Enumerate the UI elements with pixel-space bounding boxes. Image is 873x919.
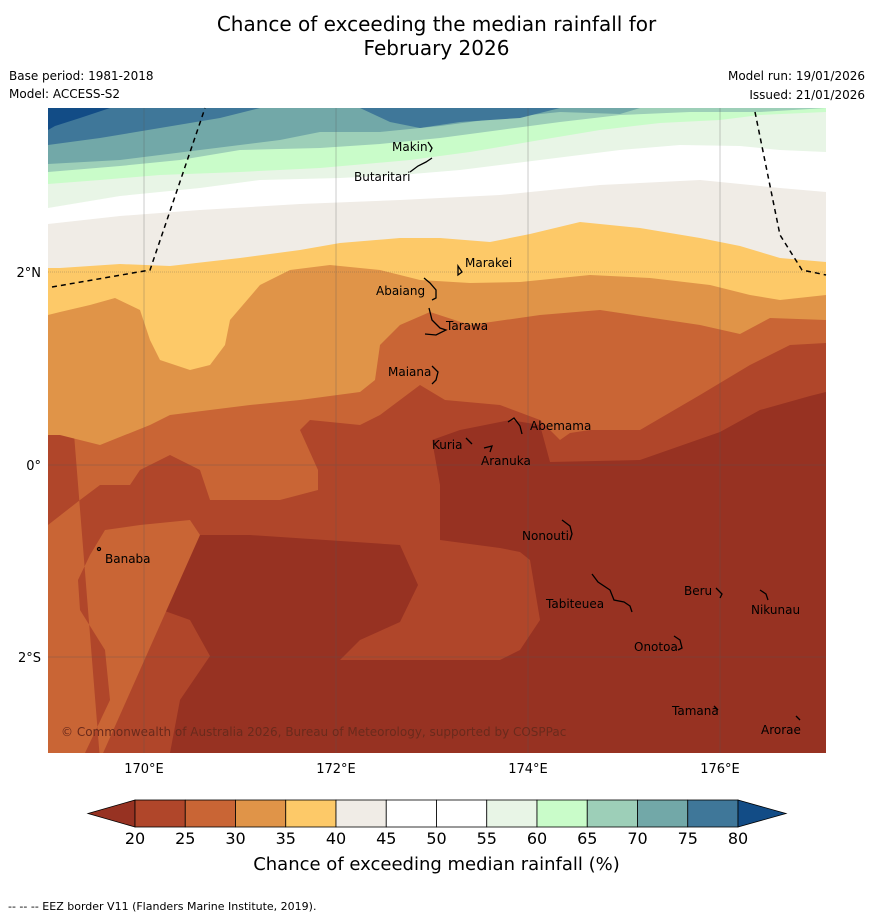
- lon-label-172: 172°E: [316, 762, 356, 777]
- colorbar-segment: [637, 799, 689, 828]
- colorbar-tick-label: 45: [376, 829, 397, 848]
- chart-title: Chance of exceeding the median rainfall …: [0, 12, 873, 60]
- lon-label-176: 176°E: [700, 762, 740, 777]
- colorbar-tick-label: 30: [225, 829, 246, 848]
- band-above-80: [48, 108, 110, 130]
- colorbar-segment: [687, 799, 739, 828]
- label-kuria: Kuria: [432, 438, 463, 452]
- colorbar-tick-label: 50: [426, 829, 447, 848]
- lon-label-170: 170°E: [124, 762, 164, 777]
- rainfall-contours: [48, 108, 826, 753]
- label-butaritari: Butaritari: [354, 170, 411, 184]
- colorbar-tick-label: 60: [526, 829, 548, 848]
- label-onotoa: Onotoa: [634, 640, 678, 654]
- title-line-2: February 2026: [363, 36, 510, 60]
- label-nonouti: Nonouti: [522, 529, 569, 543]
- colorbar-tick-label: 55: [476, 829, 497, 848]
- band-75-80: [48, 108, 560, 145]
- label-makin: Makin: [392, 140, 428, 154]
- model-name: Model: ACCESS-S2: [9, 87, 121, 101]
- colorbar-segment: [235, 799, 287, 828]
- label-tamana: Tamana: [671, 704, 719, 718]
- colorbar-segment: [335, 799, 387, 828]
- lat-label-2n: 2°N: [17, 266, 42, 281]
- issued-date: Issued: 21/01/2026: [749, 88, 865, 102]
- label-arorae: Arorae: [761, 723, 801, 737]
- label-tabiteuea: Tabiteuea: [545, 597, 604, 611]
- colorbar-tick-label: 40: [325, 829, 347, 848]
- colorbar-title: Chance of exceeding median rainfall (%): [253, 854, 620, 875]
- colorbar-segment: [536, 799, 588, 828]
- colorbar-tick-label: 20: [124, 829, 146, 848]
- eez-border: [51, 107, 827, 288]
- label-marakei: Marakei: [465, 256, 512, 270]
- label-maiana: Maiana: [388, 365, 431, 379]
- colorbar-tick-label: 75: [677, 829, 698, 848]
- lat-label-0: 0°: [26, 459, 41, 474]
- lat-label-2s: 2°S: [18, 651, 41, 666]
- colorbar-segment: [436, 799, 488, 828]
- base-period: Base period: 1981-2018: [9, 69, 154, 83]
- colorbar-segment: [285, 799, 337, 828]
- island-labels: Makin Butaritari Marakei Abaiang Tarawa …: [105, 140, 801, 737]
- colorbar-segment: [385, 799, 437, 828]
- label-aranuka: Aranuka: [481, 454, 531, 468]
- lon-label-174: 174°E: [508, 762, 548, 777]
- label-banaba: Banaba: [105, 552, 151, 566]
- model-run: Model run: 19/01/2026: [727, 69, 865, 83]
- label-nikunau: Nikunau: [751, 603, 800, 617]
- colorbar-segment: [134, 799, 186, 828]
- copyright-notice: © Commonwealth of Australia 2026, Bureau…: [61, 725, 566, 739]
- colorbar-tick-label: 35: [275, 829, 296, 848]
- colorbar-tick-label: 25: [175, 829, 196, 848]
- title-line-1: Chance of exceeding the median rainfall …: [216, 12, 657, 36]
- colorbar-tick-label: 80: [727, 829, 749, 848]
- label-abaiang: Abaiang: [376, 284, 425, 298]
- label-abemama: Abemama: [530, 419, 591, 433]
- colorbar-tick-label: 65: [577, 829, 598, 848]
- colorbar-tick-label: 70: [627, 829, 648, 848]
- axis-labels: 170°E 172°E 174°E 176°E 2°N 0° 2°S: [17, 266, 740, 777]
- colorbar-segment: [586, 799, 638, 828]
- gridlines: [48, 108, 826, 753]
- island-outlines: [96, 141, 801, 721]
- colorbar-under-arrow: [86, 799, 136, 828]
- label-beru: Beru: [684, 584, 712, 598]
- colorbar-segment: [486, 799, 538, 828]
- footnote: -- -- -- EEZ border V11 (Flanders Marine…: [8, 900, 317, 913]
- colorbar-segment: [184, 799, 236, 828]
- colorbar-over-arrow: [737, 799, 788, 828]
- colorbar: [86, 799, 788, 828]
- label-tarawa: Tarawa: [445, 319, 488, 333]
